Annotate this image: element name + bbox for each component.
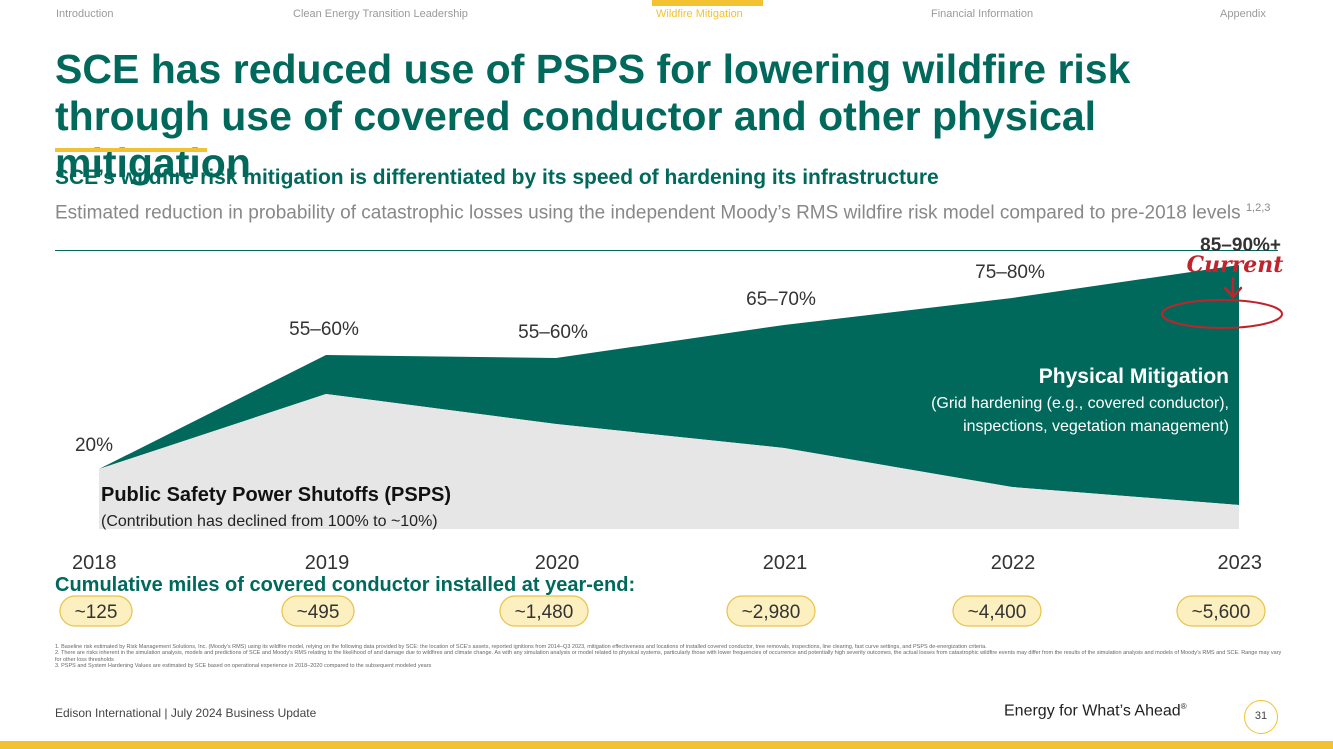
miles-value-2022: ~4,400	[968, 602, 1027, 623]
page-number: 31	[1244, 700, 1278, 734]
miles-value-2020: ~1,480	[515, 602, 574, 623]
chart-description: Estimated reduction in probability of ca…	[55, 196, 1285, 225]
total-label-2020: 55–60%	[518, 322, 588, 343]
miles-value-2023: ~5,600	[1192, 602, 1251, 623]
total-label-2023: 85–90%+	[1200, 235, 1281, 256]
registered-mark: ®	[1180, 702, 1187, 711]
total-label-2018: 20%	[75, 435, 113, 456]
psps-area	[99, 394, 1239, 529]
miles-badge-2022	[952, 595, 1042, 627]
x-tick-2023: 2023	[1218, 552, 1263, 574]
footnote-2: 2. There are risks inherent in the simul…	[55, 650, 1282, 663]
miles-badge-2021	[726, 595, 816, 627]
miles-value-2021: ~2,980	[742, 602, 801, 623]
tagline-text: Energy for What’s Ahead	[1004, 702, 1181, 720]
total-label-2022: 75–80%	[975, 262, 1045, 283]
nav-item-wildfire-mitigation[interactable]: Wildfire Mitigation	[656, 8, 743, 20]
miles-value-2018: ~125	[75, 602, 118, 623]
footnote-3: 3. PSPS and System Hardening Values are …	[55, 663, 432, 670]
footer-tagline: Energy for What’s Ahead®	[1004, 702, 1187, 720]
stacked-area-chart: 20% 55–60% 55–60% 65–70% 75–80% 85–90%+ 2018 20…	[55, 235, 1284, 627]
footnotes: 1. Baseline risk estimated by Risk Manag…	[55, 644, 1285, 670]
footer-source: Edison International | July 2024 Busines…	[55, 706, 317, 720]
current-highlight-ring	[1161, 299, 1283, 329]
divider-line	[55, 250, 1278, 251]
nav-item-clean-energy[interactable]: Clean Energy Transition Leadership	[293, 8, 468, 20]
current-arrow-icon	[1223, 276, 1243, 299]
nav-item-appendix[interactable]: Appendix	[1220, 8, 1266, 20]
description-text: Estimated reduction in probability of ca…	[55, 202, 1241, 224]
psps-label: Public Safety Power Shutoffs (PSPS)	[101, 484, 451, 506]
section-nav: Introduction Clean Energy Transition Lea…	[0, 0, 1333, 24]
miles-value-2019: ~495	[297, 602, 340, 623]
x-tick-2022: 2022	[991, 552, 1036, 574]
psps-sublabel: (Contribution has declined from 100% to …	[101, 513, 438, 530]
miles-badge-2020	[499, 595, 589, 627]
footnote-1: 1. Baseline risk estimated by Risk Manag…	[55, 644, 987, 650]
physical-mitigation-area	[99, 265, 1239, 505]
bottom-accent-bar	[0, 741, 1333, 749]
total-label-2019: 55–60%	[289, 319, 359, 340]
miles-heading: Cumulative miles of covered conductor in…	[55, 574, 635, 596]
physical-mitigation-sublabel-1: (Grid hardening (e.g., covered conductor…	[931, 395, 1229, 412]
section-subheading: SCE’s wildfire risk mitigation is differ…	[55, 166, 939, 189]
miles-badge-2018	[59, 595, 133, 627]
physical-mitigation-label: Physical Mitigation	[1039, 365, 1229, 388]
x-tick-2019: 2019	[305, 552, 350, 574]
x-tick-2020: 2020	[535, 552, 580, 574]
description-footnote-ref: 1,2,3	[1245, 202, 1271, 214]
nav-item-financial-information[interactable]: Financial Information	[931, 8, 1034, 20]
total-label-2021: 65–70%	[746, 289, 816, 310]
current-annotation: Current	[1187, 252, 1284, 278]
active-section-indicator	[652, 0, 763, 6]
physical-mitigation-sublabel-2: inspections, vegetation management)	[963, 418, 1229, 435]
nav-item-introduction[interactable]: Introduction	[56, 8, 114, 20]
miles-badge-2023	[1176, 595, 1266, 627]
title-underline	[55, 148, 207, 152]
x-tick-2021: 2021	[763, 552, 808, 574]
page-title: SCE has reduced use of PSPS for lowering…	[55, 46, 1131, 186]
miles-badge-2019	[281, 595, 355, 627]
x-tick-2018: 2018	[72, 552, 117, 574]
